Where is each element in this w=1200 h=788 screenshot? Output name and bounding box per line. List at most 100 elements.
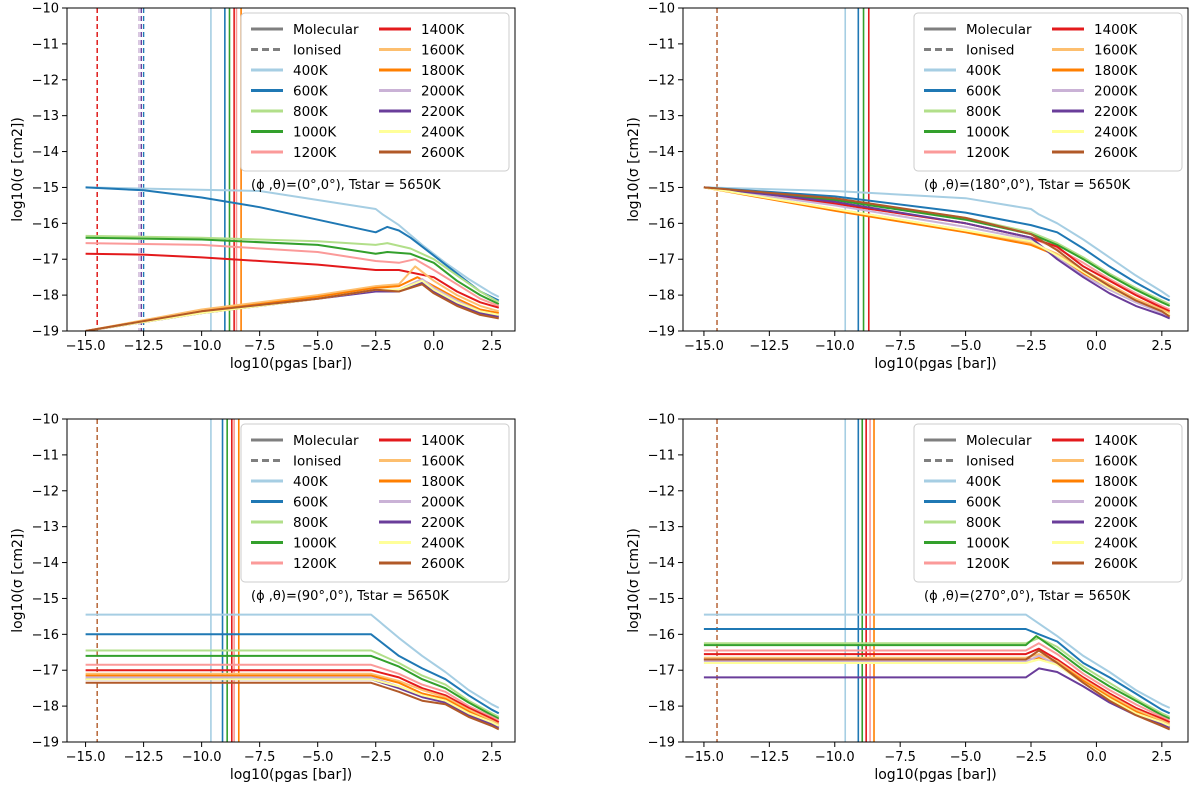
legend-label: 800K	[966, 515, 1002, 531]
legend-label: 2600K	[421, 145, 465, 161]
x-tick-label: −7.5	[884, 339, 916, 354]
legend-label: 1000K	[966, 536, 1010, 552]
legend-label: 2000K	[421, 84, 465, 100]
legend-box	[240, 12, 510, 172]
x-tick-label: 0.0	[1086, 750, 1107, 765]
series-1000K	[85, 654, 500, 720]
legend-label: 1600K	[421, 43, 465, 59]
series-1400K	[703, 186, 1171, 313]
y-tick-label: −18	[32, 700, 59, 715]
series-2400K	[85, 678, 500, 727]
series-400K	[703, 613, 1171, 709]
legend-label: 1400K	[421, 22, 465, 38]
series-600K	[85, 186, 500, 302]
y-tick-label: −15	[648, 181, 675, 196]
legend-label: 2200K	[1094, 515, 1138, 531]
series-1000K	[703, 186, 1171, 307]
x-tick-label: −15.0	[66, 339, 106, 354]
legend-label: 2200K	[1094, 104, 1138, 120]
series-1400K	[85, 252, 500, 309]
legend-label: 1000K	[966, 125, 1010, 141]
series-600K	[703, 628, 1171, 715]
panel-bottom-right: −15.0 −12.5 −10.0 −7.5 −5.0 −2.5 0.0 2.5 −10 −11 −…	[626, 413, 1189, 783]
series-2200K	[703, 186, 1171, 320]
y-tick-label: −19	[648, 325, 675, 340]
series-2600K	[85, 681, 500, 731]
legend-label: 800K	[293, 515, 329, 531]
panel-annotation: (ϕ ,θ)=(270°,0°), Tstar = 5650K	[924, 589, 1131, 604]
x-tick-label: −7.5	[884, 750, 916, 765]
series-1600K	[85, 672, 500, 725]
legend-label: Molecular	[293, 22, 359, 38]
x-tick-label: 0.0	[423, 339, 444, 354]
series-1200K	[85, 242, 500, 307]
y-tick-label: −11	[32, 37, 59, 52]
series-1200K	[703, 186, 1171, 311]
legend-label: 1400K	[421, 433, 465, 449]
legend-label: 2200K	[421, 104, 465, 120]
x-tick-label: −5.0	[302, 339, 334, 354]
y-tick-label: −16	[648, 628, 675, 643]
legend-label: 1000K	[293, 536, 337, 552]
panel-annotation: (ϕ ,θ)=(90°,0°), Tstar = 5650K	[251, 589, 449, 604]
legend: Molecular Ionised 400K 600K 800K 1000K 1200K 14…	[913, 12, 1183, 172]
y-tick-label: −14	[32, 145, 59, 160]
series-2400K	[703, 658, 1171, 727]
y-tick-label: −18	[648, 700, 675, 715]
x-axis-label: log10(pgas [bar])	[874, 767, 996, 783]
legend-label: 2600K	[421, 556, 465, 572]
legend-label: 1800K	[421, 63, 465, 79]
legend-label: Ionised	[293, 454, 341, 470]
legend-label: 2200K	[421, 515, 465, 531]
y-axis-label: log10(σ [cm2])	[626, 117, 642, 222]
series-1000K	[85, 236, 500, 306]
legend-box	[913, 12, 1183, 172]
legend-label: 2000K	[1094, 84, 1138, 100]
y-tick-label: −13	[648, 520, 675, 535]
y-tick-label: −14	[648, 145, 675, 160]
legend-label: 800K	[966, 104, 1002, 120]
series-400K	[703, 186, 1171, 298]
y-tick-label: −13	[32, 109, 59, 124]
legend-label: Ionised	[966, 43, 1014, 59]
y-tick-label: −13	[648, 109, 675, 124]
x-tick-label: 2.5	[1151, 750, 1172, 765]
legend: Molecular Ionised 400K 600K 800K 1000K 1200K 14…	[913, 423, 1183, 583]
y-tick-label: −16	[32, 628, 59, 643]
legend-label: 2600K	[1094, 556, 1138, 572]
x-tick-label: −5.0	[302, 750, 334, 765]
legend-label: 2400K	[1094, 125, 1138, 141]
legend-label: Molecular	[966, 433, 1032, 449]
legend-label: 1200K	[293, 556, 337, 572]
series-2000K	[703, 186, 1171, 318]
y-tick-label: −10	[648, 2, 675, 17]
legend-label: 400K	[966, 63, 1002, 79]
series-2600K	[703, 186, 1171, 318]
axes-frame	[66, 7, 516, 332]
plot-area	[85, 419, 500, 742]
x-tick-label: −2.5	[360, 339, 392, 354]
y-tick-label: −17	[648, 664, 675, 679]
legend-label: 600K	[293, 495, 329, 511]
legend-label: 800K	[293, 104, 329, 120]
legend-label: Ionised	[966, 454, 1014, 470]
series-2600K	[85, 283, 499, 331]
y-axis-label: log10(σ [cm2])	[10, 528, 26, 633]
y-tick-label: −18	[648, 289, 675, 304]
y-tick-label: −16	[32, 217, 59, 232]
series-400K	[85, 186, 500, 298]
legend-label: 1600K	[1094, 454, 1138, 470]
x-tick-label: −12.5	[124, 339, 164, 354]
series-800K	[85, 234, 500, 304]
x-tick-label: −10.0	[182, 750, 222, 765]
y-tick-label: −12	[648, 484, 675, 499]
legend-label: 400K	[966, 474, 1002, 490]
legend-label: 1600K	[421, 454, 465, 470]
x-tick-label: −7.5	[244, 339, 276, 354]
panel-annotation: (ϕ ,θ)=(180°,0°), Tstar = 5650K	[924, 178, 1131, 193]
y-tick-label: −10	[32, 2, 59, 17]
y-tick-label: −14	[32, 556, 59, 571]
legend: Molecular Ionised 400K 600K 800K 1000K 1200K 14…	[240, 423, 510, 583]
y-tick-label: −12	[648, 73, 675, 88]
legend-label: 1800K	[1094, 474, 1138, 490]
